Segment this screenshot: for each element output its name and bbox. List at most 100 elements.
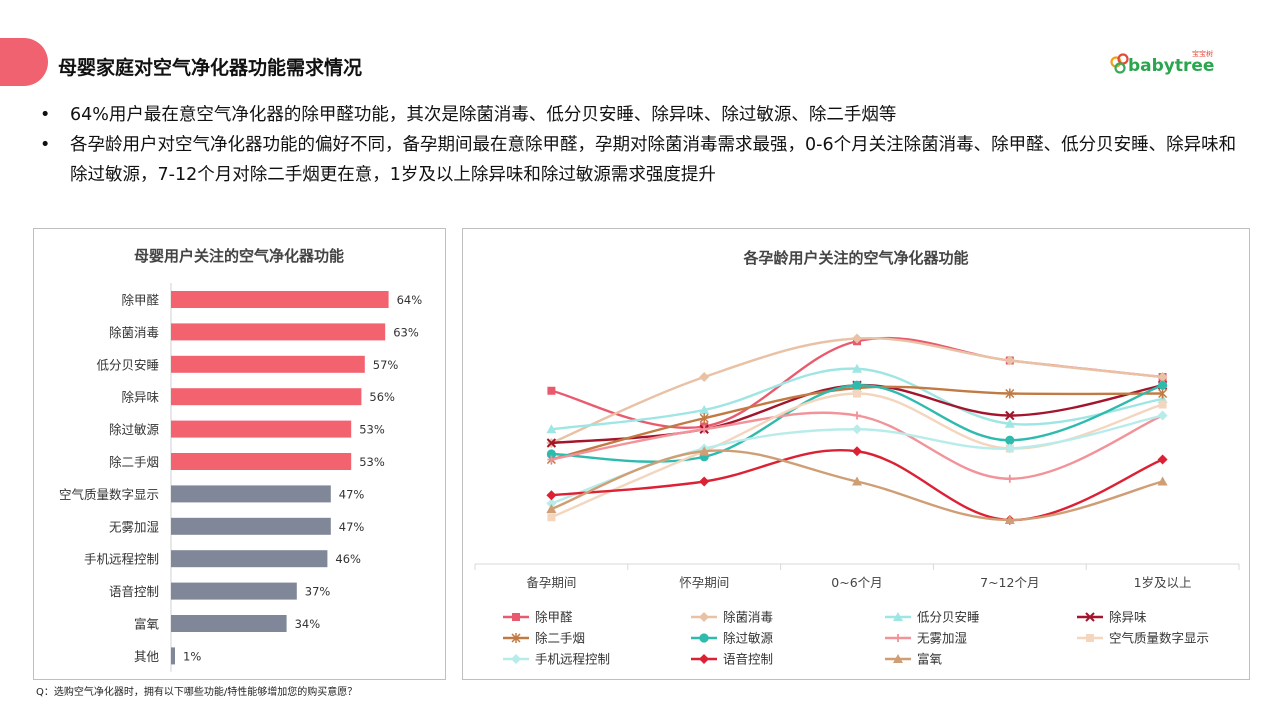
bar-value-label: 57%	[373, 358, 399, 372]
series-marker	[1158, 380, 1168, 390]
summary-bullets: 64%用户最在意空气净化器的除甲醛功能，其次是除菌消毒、低分贝安睡、除异味、除过…	[40, 100, 1250, 190]
bar-category-label: 语音控制	[109, 584, 159, 599]
footnote: Q：选购空气净化器时，拥有以下哪些功能/特性能够增加您的购买意愿？	[36, 687, 358, 698]
title-accent-bar	[0, 38, 48, 86]
logo-text: babytree	[1128, 56, 1214, 76]
series-line	[551, 367, 1163, 431]
series-marker	[852, 424, 862, 435]
bar	[171, 485, 331, 503]
series-marker	[699, 612, 709, 622]
bar-category-label: 除过敏源	[109, 422, 160, 437]
legend-item: 富氧	[885, 652, 943, 667]
series-marker	[546, 498, 557, 509]
bar-value-label: 56%	[369, 390, 395, 404]
series-marker	[1004, 418, 1015, 428]
x-tick-label: 备孕期间	[526, 575, 576, 590]
babytree-logo: babytree 宝宝树	[1110, 49, 1214, 76]
bar-chart-title: 母婴用户关注的空气净化器功能	[134, 247, 344, 265]
legend-label: 手机远程控制	[535, 652, 610, 667]
series-marker	[547, 386, 556, 395]
series-marker	[699, 405, 710, 414]
series-marker	[1157, 476, 1168, 486]
bar	[171, 355, 365, 373]
legend-item: 无雾加湿	[885, 631, 967, 646]
series-marker	[1004, 355, 1015, 366]
series-marker	[1005, 410, 1015, 421]
series-marker	[1157, 372, 1168, 382]
series-marker	[853, 411, 861, 420]
legend-label: 语音控制	[723, 652, 773, 667]
logo-cn-text: 宝宝树	[1192, 49, 1213, 58]
bar-value-label: 1%	[183, 649, 201, 663]
bar-category-label: 手机远程控制	[84, 552, 159, 567]
bar-category-label: 除异味	[121, 390, 159, 405]
series-marker	[699, 413, 709, 424]
bar-value-label: 46%	[335, 552, 361, 566]
bar-value-label: 47%	[339, 487, 365, 501]
bar-category-label: 无雾加湿	[109, 519, 159, 534]
series-marker	[893, 654, 903, 663]
bar-category-label: 除甲醛	[121, 293, 159, 308]
series-marker	[1005, 388, 1015, 399]
bar-category-label: 低分贝安睡	[96, 357, 159, 372]
bullet-2: 各孕龄用户对空气净化器功能的偏好不同，备孕期间最在意除甲醛，孕期对除菌消毒需求最…	[40, 130, 1250, 190]
series-marker	[1157, 454, 1168, 465]
series-marker	[699, 633, 709, 643]
series-marker	[546, 424, 557, 434]
series-marker	[852, 333, 862, 344]
series-marker	[547, 513, 556, 522]
bar-category-label: 其他	[134, 649, 160, 664]
series-marker	[1158, 388, 1168, 399]
bar	[171, 291, 389, 308]
legend-item: 除甲醛	[503, 610, 573, 625]
x-tick-label: 0~6个月	[831, 575, 882, 590]
series-marker	[852, 476, 862, 486]
legend-item: 低分贝安睡	[885, 610, 980, 625]
bar-value-label: 34%	[295, 617, 321, 631]
bar	[171, 647, 175, 665]
x-tick-label: 怀孕期间	[679, 575, 729, 590]
series-marker	[546, 490, 557, 501]
legend-item: 除过敏源	[691, 631, 774, 646]
series-marker	[893, 612, 903, 621]
legend-label: 富氧	[917, 652, 943, 667]
series-marker	[511, 633, 521, 643]
legend-label: 除菌消毒	[723, 610, 773, 625]
legend-item: 除二手烟	[503, 631, 585, 646]
series-marker	[852, 446, 862, 457]
line-chart-panel: 各孕龄用户关注的空气净化器功能备孕期间 怀孕期间 0~6个月 7~12个月 1岁及以上除…	[462, 228, 1250, 680]
bar	[171, 615, 287, 632]
legend-item: 手机远程控制	[503, 652, 610, 667]
bar-value-label: 53%	[359, 423, 385, 437]
series-marker	[852, 363, 862, 373]
legend-item: 除异味	[1077, 610, 1147, 625]
line-series	[546, 446, 1168, 525]
bar	[171, 323, 386, 341]
series-marker	[1005, 474, 1014, 483]
line-chart-title: 各孕龄用户关注的空气净化器功能	[742, 249, 968, 267]
bar	[171, 517, 331, 535]
bar	[171, 388, 362, 406]
series-marker	[511, 654, 521, 664]
bar	[171, 582, 297, 600]
series-marker	[1158, 400, 1167, 409]
legend-label: 除甲醛	[535, 610, 573, 625]
bar-value-label: 37%	[305, 585, 331, 599]
legend-item: 语音控制	[691, 652, 773, 667]
legend-item: 空气质量数字显示	[1077, 631, 1209, 646]
series-marker	[1157, 410, 1168, 421]
legend-label: 无雾加湿	[917, 631, 967, 646]
x-tick-label: 7~12个月	[980, 575, 1039, 590]
bar-value-label: 64%	[397, 293, 423, 307]
series-marker	[1004, 443, 1015, 454]
bar-category-label: 除二手烟	[109, 455, 159, 470]
series-marker	[852, 380, 862, 390]
legend-item: 除菌消毒	[691, 610, 773, 625]
series-marker	[699, 446, 710, 456]
line-series	[546, 363, 1168, 434]
x-tick-label: 1岁及以上	[1134, 575, 1192, 590]
series-marker	[853, 389, 861, 398]
series-marker	[1086, 634, 1094, 642]
